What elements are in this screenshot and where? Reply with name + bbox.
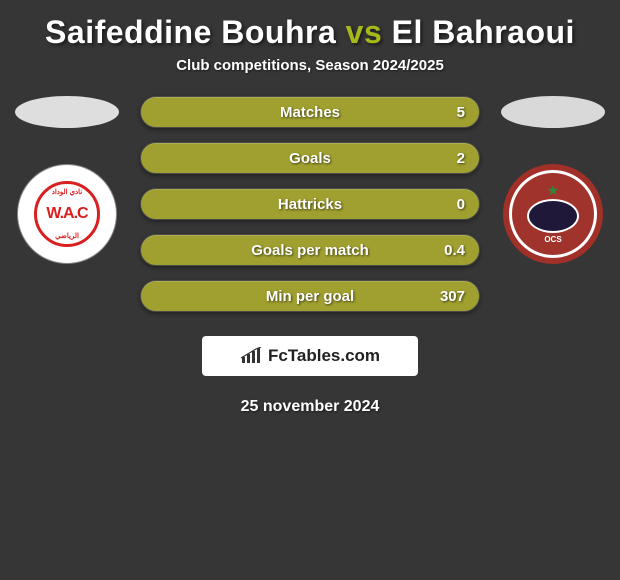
star-icon: ★ [547,183,560,197]
right-player-col: ★ OCS [498,96,608,264]
stats-column: Matches 5 Goals 2 Hattricks 0 Goals per … [140,96,480,312]
stat-right-value: 2 [457,150,465,167]
player1-face-placeholder [15,96,119,128]
stat-label: Goals per match [251,242,369,259]
stat-row: Hattricks 0 [140,188,480,220]
wac-arc-top-text: نادي الوداد [37,188,97,196]
stat-row: Min per goal 307 [140,280,480,312]
stat-label: Min per goal [266,288,354,305]
brand-badge[interactable]: FcTables.com [202,336,418,376]
stat-row: Goals per match 0.4 [140,234,480,266]
stat-label: Hattricks [278,196,342,213]
footer-date: 25 november 2024 [0,398,620,416]
player2-face-placeholder [501,96,605,128]
ocs-ring: ★ OCS [509,170,597,258]
comparison-row: نادي الوداد W.A.C الرياضي Matches 5 Goal… [0,96,620,312]
page-title: Saifeddine Bouhra vs El Bahraoui [0,0,620,57]
ocs-ball-icon [527,199,579,233]
stat-label: Matches [280,104,340,121]
wac-arc-bottom-text: الرياضي [37,232,97,240]
stat-right-value: 5 [457,104,465,121]
left-player-col: نادي الوداد W.A.C الرياضي [12,96,122,264]
brand-text: FcTables.com [268,346,380,366]
stat-row: Matches 5 [140,96,480,128]
ocs-text: OCS [544,235,561,244]
stat-right-value: 0.4 [444,242,465,259]
player2-name: El Bahraoui [392,14,575,50]
wac-center-text: W.A.C [46,205,87,223]
wac-badge-inner: نادي الوداد W.A.C الرياضي [34,181,100,247]
stat-right-value: 307 [440,288,465,305]
stat-row: Goals 2 [140,142,480,174]
subtitle: Club competitions, Season 2024/2025 [0,57,620,96]
player2-club-logo: ★ OCS [503,164,603,264]
player1-name: Saifeddine Bouhra [45,14,336,50]
vs-text: vs [346,14,383,50]
player1-club-logo: نادي الوداد W.A.C الرياضي [17,164,117,264]
chart-icon [240,347,262,365]
stat-label: Goals [289,150,331,167]
stat-right-value: 0 [457,196,465,213]
